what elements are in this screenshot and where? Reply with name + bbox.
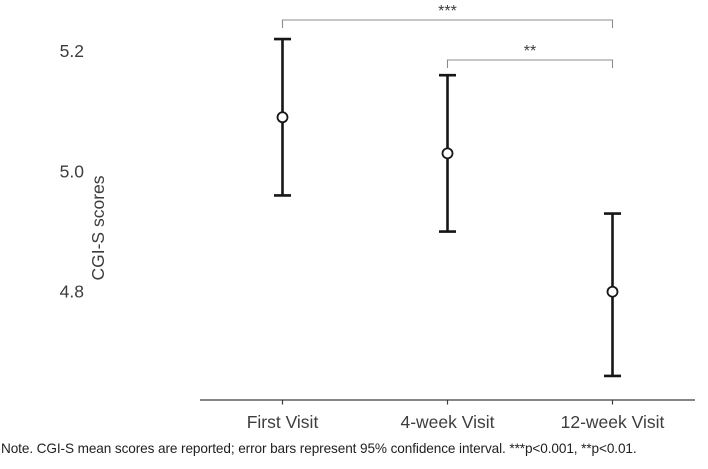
- x-category-label: 4-week Visit: [400, 412, 494, 432]
- significance-bracket: [281, 19, 614, 28]
- y-tick-label: 4.8: [60, 282, 84, 302]
- mean-point: [441, 147, 454, 160]
- y-tick-label: 5.0: [60, 161, 85, 181]
- figure-note: Note. CGI-S mean scores are reported; er…: [1, 441, 637, 456]
- significance-label: ***: [438, 3, 457, 20]
- significance-label: **: [524, 43, 536, 60]
- mean-point: [276, 111, 289, 124]
- significance-bracket: [446, 59, 614, 68]
- y-axis-label: CGI-S scores: [88, 175, 108, 280]
- mean-point: [606, 285, 619, 298]
- x-category-label: 12-week Visit: [561, 412, 665, 432]
- errorbar-chart-canvas: *****First Visit 4-week Visit 12-week Visi…: [60, 3, 695, 432]
- y-tick-label: 5.2: [60, 41, 84, 61]
- x-category-label: First Visit: [247, 412, 319, 432]
